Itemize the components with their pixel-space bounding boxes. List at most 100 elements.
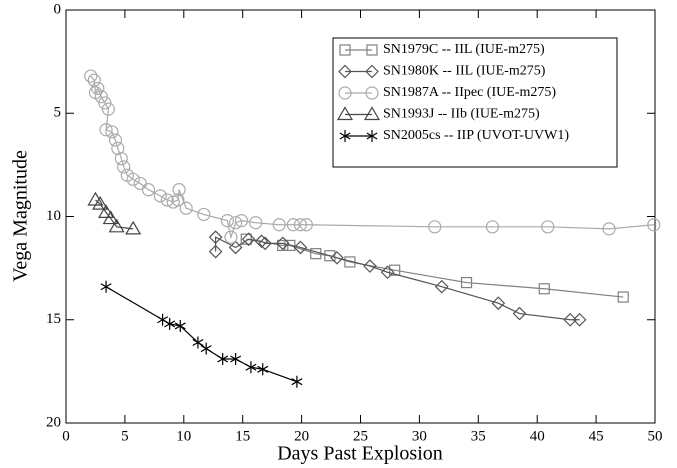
marker [428,220,442,234]
marker [157,313,169,326]
marker [101,102,116,116]
legend-label: SN1987A -- IIpec (IUE-m275) [383,85,556,100]
marker [94,90,108,104]
marker [293,240,308,255]
y-tick-label: 15 [46,311,61,327]
marker [324,250,336,262]
x-tick-label: 20 [294,428,309,444]
marker [117,160,131,174]
legend-label: SN1993J -- IIb (IUE-m275) [383,107,540,122]
marker [217,352,229,365]
marker [366,44,378,56]
marker [563,312,578,327]
marker [538,283,550,295]
marker [275,236,290,251]
marker [380,265,395,280]
x-tick-label: 50 [648,428,663,444]
y-tick-label: 20 [46,414,61,430]
marker [153,189,167,203]
series-line [105,286,298,383]
marker [365,86,379,100]
x-tick-label: 0 [62,428,70,444]
marker [617,291,629,303]
marker [172,183,186,197]
marker [572,312,587,327]
x-tick-label: 35 [471,428,486,444]
marker [125,220,142,235]
marker [160,193,174,207]
marker [108,133,123,147]
marker [224,230,238,244]
marker [84,69,98,83]
marker [98,96,112,110]
marker [234,214,249,228]
legend-label: SN1980K -- IIL (IUE-m275) [383,64,546,79]
x-tick-label: 5 [121,428,129,444]
marker [105,125,119,139]
marker [366,130,378,142]
marker [284,239,296,252]
x-tick-label: 25 [353,428,368,444]
marker [254,234,269,249]
legend-label: SN2005cs -- IIP (UVOT-UVW1) [383,128,569,143]
marker [338,86,352,100]
marker [171,193,185,207]
marker [200,342,212,355]
marker [174,319,186,332]
marker [257,363,269,376]
marker [602,222,616,236]
legend-label: SN1979C -- IIL (IUE-m275) [383,42,545,57]
marker [434,279,449,294]
marker [108,218,125,233]
marker [228,240,243,255]
marker [179,201,193,215]
marker [338,64,352,79]
marker [197,207,211,222]
marker [647,218,661,232]
marker [363,259,377,273]
marker [293,218,308,232]
marker [339,130,351,142]
marker [164,317,176,330]
legend-box [332,37,618,168]
marker [363,106,381,121]
marker [245,361,257,374]
marker [230,352,242,365]
x-tick-label: 40 [530,428,545,444]
marker [126,172,140,186]
marker [192,336,204,349]
marker [286,218,300,232]
marker [249,216,263,230]
marker [330,250,344,265]
marker [141,183,156,197]
marker [98,204,115,218]
marker [91,81,105,96]
series-line [215,236,580,321]
marker [272,218,286,232]
x-tick-label: 45 [589,428,604,444]
marker [339,44,351,56]
marker [99,123,113,137]
x-tick-label: 30 [412,428,427,444]
marker [114,152,128,166]
marker [229,216,243,230]
y-tick-label: 5 [54,105,62,121]
marker [208,244,223,259]
marker [460,276,473,289]
marker [258,236,272,251]
marker [241,232,256,247]
marker [277,239,289,252]
marker [208,230,223,244]
marker [92,195,109,210]
x-axis-title: Days Past Explosion [277,443,443,465]
marker [102,210,119,225]
marker [87,191,104,206]
marker [291,375,303,388]
y-axis-title: Vega Magnitude [10,150,32,282]
y-tick-label: 0 [54,1,62,17]
x-tick-label: 10 [176,428,191,444]
marker [485,220,500,234]
y-tick-label: 10 [46,208,61,224]
marker [365,64,379,79]
